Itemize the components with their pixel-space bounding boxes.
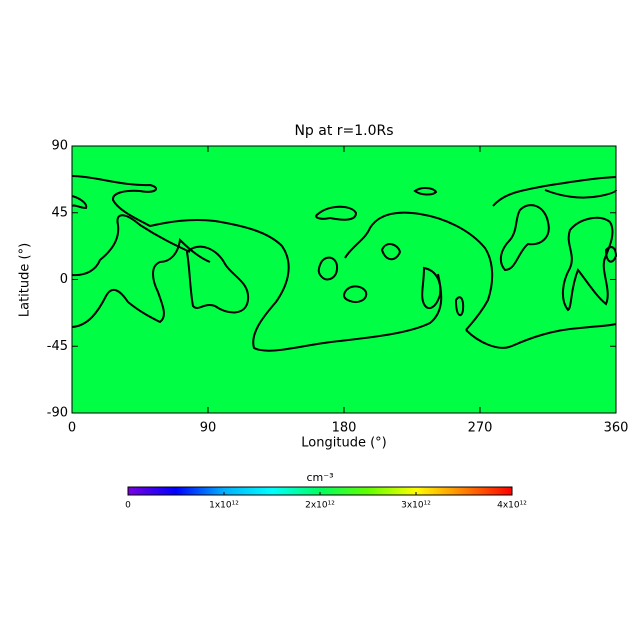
contour-line [317,256,339,281]
x-tick-label: 180 [332,421,357,436]
x-tick-label: 270 [468,421,493,436]
contour-line [71,214,191,277]
y-tick-label: 90 [51,139,68,154]
contour-line [413,187,438,196]
chart-title: Np at r=1.0Rs [294,123,393,139]
colorbar-tick-label: 3x10¹² [401,501,431,511]
x-axis-label: Longitude (°) [301,436,386,451]
y-tick-label: -90 [47,406,68,421]
contour-line [421,266,442,310]
contour-line [465,323,617,349]
y-tick-label: 0 [60,272,68,287]
contour-line [544,189,617,199]
contour-line [344,211,494,331]
contour-line [315,205,358,221]
colorbar-tick-label: 4x10¹² [497,501,527,511]
colorbar-tick-label: 0 [125,501,131,511]
contour-line [71,237,211,328]
y-axis-label: Latitude (°) [18,243,33,317]
contour-line [71,175,443,352]
contour-line [71,195,88,210]
contour-line [499,204,550,272]
y-tick-label: 45 [51,205,68,220]
colorbar-tick-label: 1x10¹² [209,501,239,511]
contour-line [562,216,614,312]
colorbar-tick-label: 2x10¹² [305,501,335,511]
contour-line [343,285,368,303]
contour-line [185,245,250,314]
contour-line [454,296,465,317]
contour-line [492,176,617,207]
contours [71,175,618,352]
x-tick-label: 0 [68,421,76,436]
x-tick-label: 90 [200,421,217,436]
y-tick-label: -45 [47,339,68,354]
colorbar-label: cm⁻³ [307,471,334,484]
x-tick-label: 360 [604,421,629,436]
contour-line [380,243,402,261]
